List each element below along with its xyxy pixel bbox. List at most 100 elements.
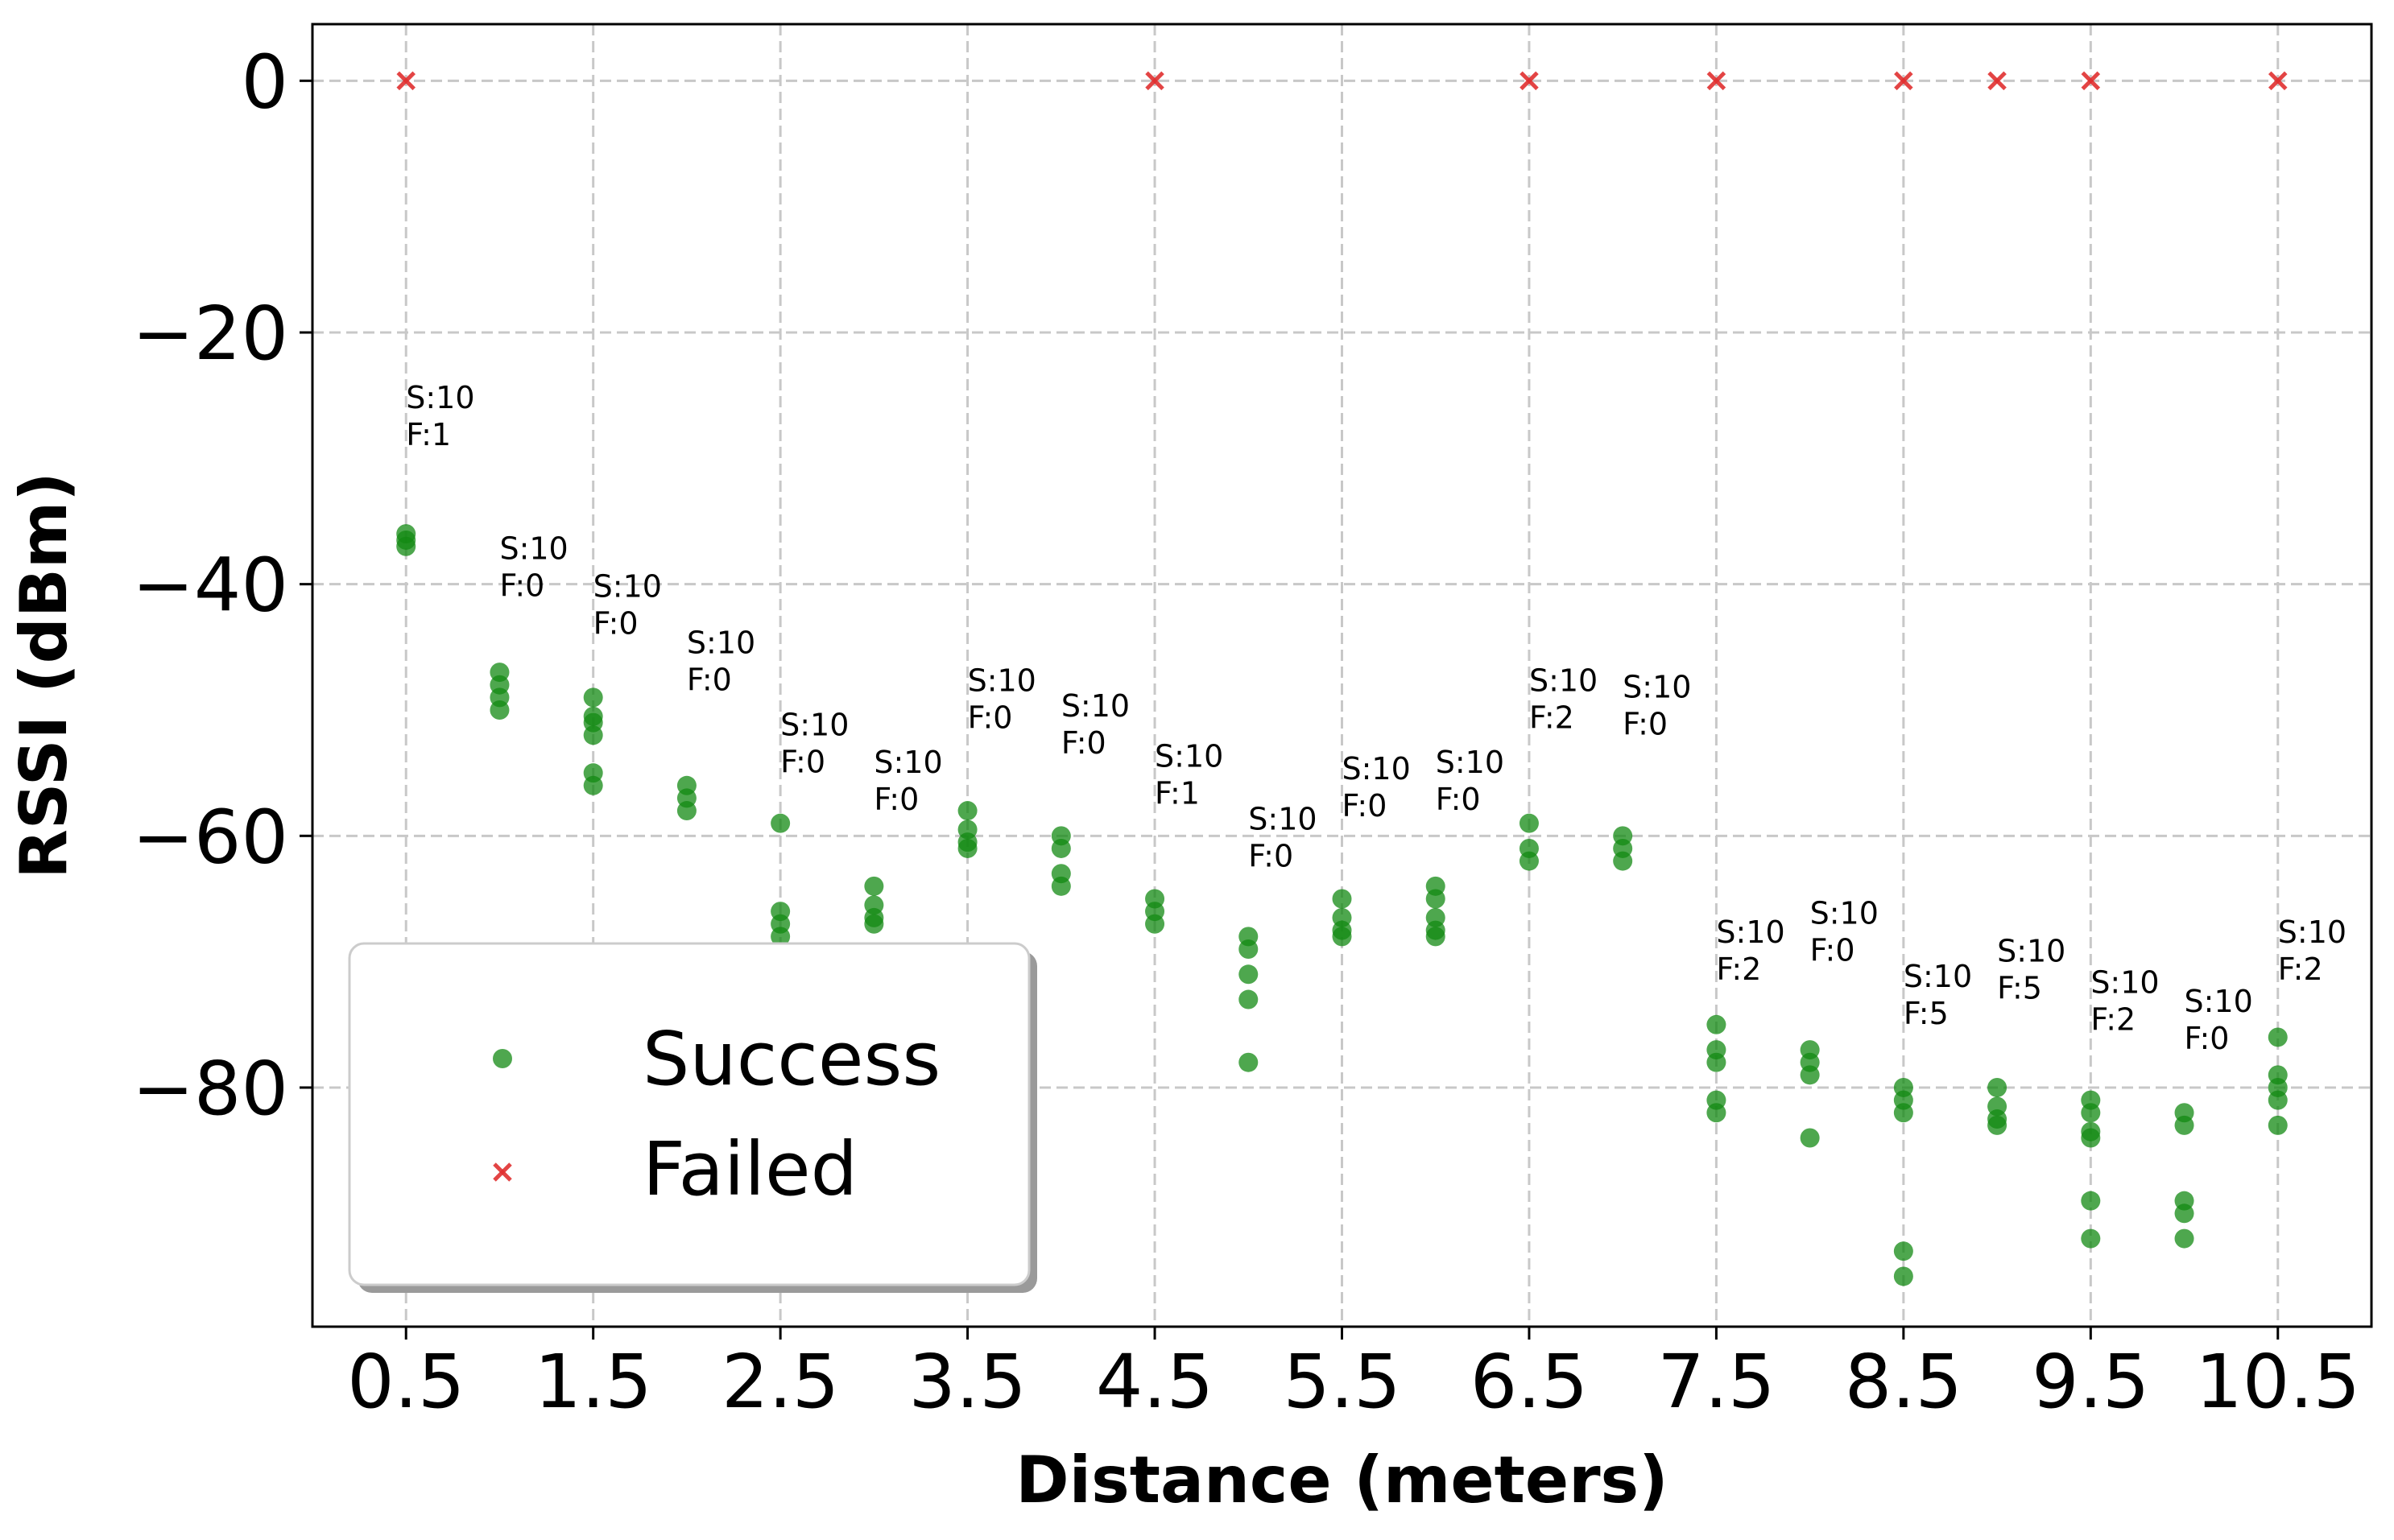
failed-point <box>1894 71 1913 91</box>
x-tick-label: 9.5 <box>2032 1339 2149 1425</box>
success-point <box>2081 1128 2101 1148</box>
failed-point <box>1520 71 1539 91</box>
point-annotation: S:10 F:0 <box>1810 896 1879 968</box>
y-tick-label: −60 <box>132 794 288 880</box>
failed-point <box>1145 71 1164 91</box>
success-point <box>864 914 884 934</box>
x-tick-label: 1.5 <box>535 1339 652 1425</box>
x-tick-label: 3.5 <box>908 1339 1026 1425</box>
success-point <box>957 801 978 821</box>
point-annotation: S:10 F:1 <box>406 380 474 452</box>
failed-point <box>1987 71 2007 91</box>
success-point <box>1425 889 1445 909</box>
success-point <box>676 801 697 821</box>
success-point <box>1425 927 1445 947</box>
annotations: S:10 F:1 S:10 F:0 S:10 F:0 S:10 F:0 S:10 F:0 S:10 F… <box>406 380 2346 1056</box>
x-tick-label: 0.5 <box>347 1339 465 1425</box>
success-point <box>1987 1115 2007 1135</box>
point-annotation: S:10 F:0 <box>1436 745 1504 817</box>
success-point <box>1893 1241 1913 1261</box>
success-point <box>1051 838 1071 858</box>
y-tick-label: 0 <box>241 39 288 125</box>
success-point <box>1706 1052 1726 1072</box>
success-point <box>490 700 510 720</box>
success-point <box>2081 1228 2101 1249</box>
x-tick-label: 10.5 <box>2195 1339 2360 1425</box>
success-point <box>1051 876 1071 896</box>
success-series <box>396 524 2288 1286</box>
legend-success-marker <box>493 1049 512 1068</box>
success-point <box>2081 1103 2101 1123</box>
point-annotation: S:10 F:0 <box>780 707 849 779</box>
success-point <box>2268 1090 2288 1110</box>
point-annotation: S:10 F:5 <box>1904 959 1972 1031</box>
success-point <box>1332 927 1352 947</box>
legend-failed-marker <box>493 1162 512 1182</box>
success-point <box>1238 964 1259 985</box>
point-annotation: S:10 F:0 <box>1061 688 1130 761</box>
x-tick-label: 6.5 <box>1470 1339 1588 1425</box>
y-tick-label: −40 <box>132 543 288 629</box>
point-annotation: S:10 F:2 <box>1716 915 1784 987</box>
point-annotation: S:10 F:2 <box>2278 915 2346 987</box>
success-point <box>2174 1228 2194 1249</box>
success-point <box>2174 1115 2194 1135</box>
success-point <box>1238 989 1259 1009</box>
success-point <box>771 813 791 833</box>
success-point <box>1238 939 1259 960</box>
success-point <box>2081 1191 2101 1211</box>
success-point <box>1800 1128 1820 1148</box>
x-tick-label: 7.5 <box>1657 1339 1775 1425</box>
success-point <box>1519 851 1539 871</box>
failed-point <box>1706 71 1726 91</box>
x-tick-label: 2.5 <box>722 1339 839 1425</box>
success-point <box>1238 1052 1259 1072</box>
success-point <box>2268 1027 2288 1047</box>
success-point <box>2174 1204 2194 1224</box>
point-annotation: S:10 F:0 <box>593 568 662 641</box>
point-annotation: S:10 F:2 <box>2090 965 2159 1038</box>
success-point <box>583 725 603 745</box>
legend-box <box>348 942 1031 1286</box>
legend-success-label: Success <box>643 1016 941 1102</box>
failed-series <box>396 71 2288 91</box>
success-point <box>864 876 884 896</box>
point-annotation: S:10 F:1 <box>1155 738 1223 811</box>
x-tick-label: 8.5 <box>1845 1339 1962 1425</box>
point-annotation: S:10 F:2 <box>1529 663 1598 736</box>
success-point <box>1332 889 1352 909</box>
failed-point <box>2268 71 2288 91</box>
legend-failed-label: Failed <box>643 1126 858 1212</box>
y-tick-label: −80 <box>132 1046 288 1132</box>
axis-ticks: 0.5 1.5 2.5 3.5 4.5 5.5 6.5 7.5 8.5 9.5 10.5 0 −20 −4… <box>132 39 2360 1425</box>
y-tick-label: −20 <box>132 291 288 377</box>
success-point <box>1800 1065 1820 1085</box>
point-annotation: S:10 F:5 <box>1997 934 2065 1006</box>
success-point <box>2268 1115 2288 1135</box>
point-annotation: S:10 F:0 <box>1623 669 1691 741</box>
success-point <box>957 838 978 858</box>
success-point <box>583 775 603 795</box>
success-point <box>1893 1103 1913 1123</box>
point-annotation: S:10 F:0 <box>2185 984 2253 1056</box>
point-annotation: S:10 F:0 <box>1248 802 1317 874</box>
success-point <box>1145 914 1165 934</box>
x-tick-label: 5.5 <box>1283 1339 1400 1425</box>
success-point <box>1987 1077 2007 1097</box>
legend: Success Failed <box>348 942 1037 1293</box>
success-point <box>583 687 603 708</box>
success-point <box>396 536 416 556</box>
success-point <box>1519 813 1539 833</box>
x-axis-label: Distance (meters) <box>1015 1443 1668 1517</box>
point-annotation: S:10 F:0 <box>499 531 568 603</box>
x-tick-label: 4.5 <box>1096 1339 1214 1425</box>
success-point <box>1613 851 1633 871</box>
success-point <box>1706 1014 1726 1034</box>
success-point <box>1706 1103 1726 1123</box>
failed-point <box>396 71 416 91</box>
y-axis-label: RSSI (dBm) <box>6 472 81 879</box>
point-annotation: S:10 F:0 <box>1342 751 1411 824</box>
failed-point <box>2081 71 2101 91</box>
legend-failed-x <box>493 1162 512 1182</box>
success-point <box>771 927 791 947</box>
